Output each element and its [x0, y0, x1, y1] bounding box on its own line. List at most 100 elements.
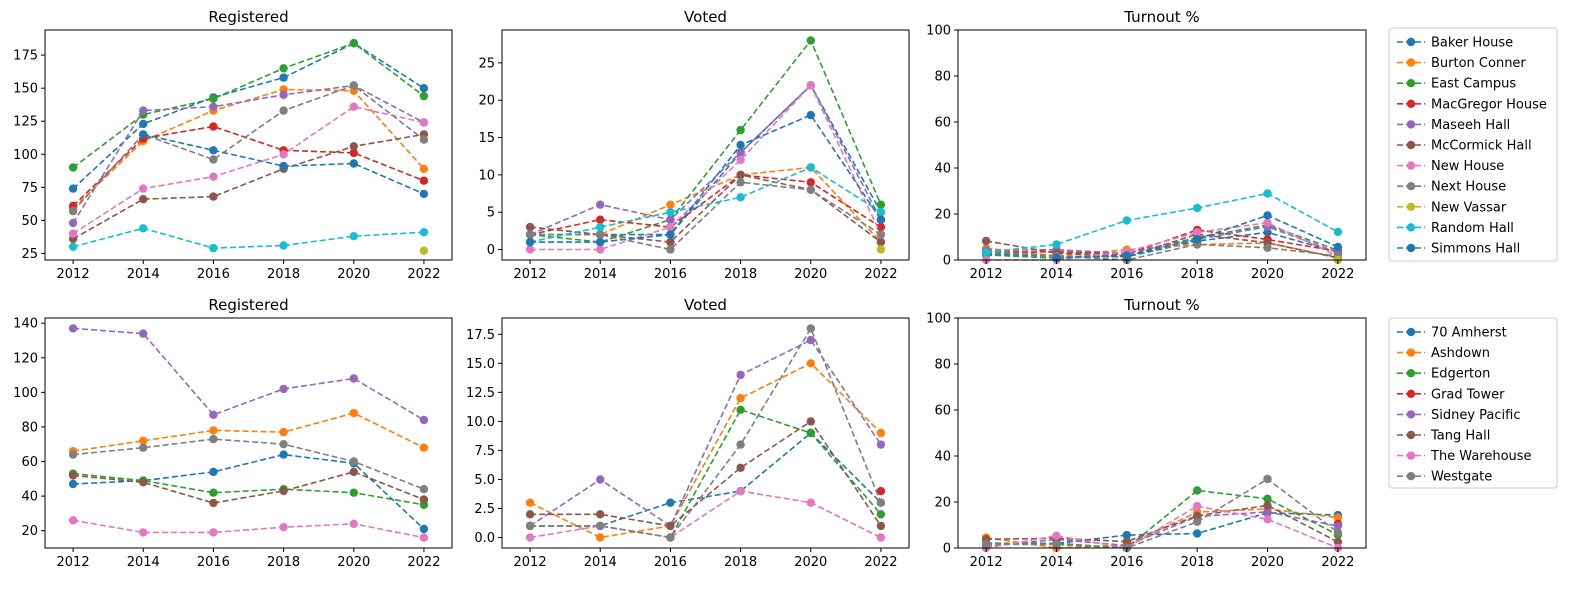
x-tick-label: 2018 [724, 555, 757, 570]
series-line [985, 505, 1339, 549]
series-line [986, 511, 1339, 548]
data-point [806, 185, 815, 194]
y-tick-label: 100 [926, 312, 951, 327]
data-point [1333, 528, 1343, 537]
data-point [806, 324, 815, 333]
data-point [736, 140, 745, 150]
data-point [1333, 242, 1343, 252]
legend-marker [1406, 161, 1416, 170]
legend-entry: 70 Amherst [1397, 326, 1507, 341]
data-point [1193, 501, 1202, 511]
data-point [68, 516, 78, 525]
data-point [806, 335, 815, 345]
y-tick-label: 0 [943, 254, 951, 269]
data-point [1333, 521, 1343, 531]
data-point [596, 533, 605, 542]
y-tick-label: 75 [21, 181, 38, 196]
series-westgate [68, 434, 429, 494]
legend-marker [1406, 37, 1416, 47]
series-line [72, 227, 424, 249]
x-tick-label: 2022 [407, 555, 440, 570]
data-point [139, 528, 148, 537]
series-line [530, 174, 882, 243]
legend-label: Simmons Hall [1431, 242, 1520, 257]
chart-title: Registered [208, 296, 288, 314]
y-tick-label: 2.5 [474, 502, 495, 517]
data-point [209, 467, 218, 477]
data-point [876, 510, 886, 519]
y-tick-label: 5.0 [474, 473, 495, 488]
data-point [419, 246, 429, 255]
series-line [530, 408, 882, 539]
series-line [72, 42, 425, 190]
data-point [419, 91, 429, 101]
data-point [139, 224, 148, 233]
y-tick-label: 80 [934, 70, 951, 85]
series-line [72, 133, 425, 240]
series-line [530, 166, 882, 243]
series-line [73, 327, 425, 421]
data-point [736, 170, 745, 180]
series-line [72, 519, 425, 539]
y-tick-label: 150 [13, 82, 38, 97]
chart-title: Voted [684, 296, 727, 314]
data-point [525, 245, 535, 254]
series-mccormick-hall [68, 130, 429, 244]
x-tick-label: 2016 [197, 267, 230, 282]
series-line [530, 38, 882, 243]
data-point [876, 521, 886, 531]
x-tick-label: 2012 [514, 267, 547, 282]
data-point [68, 324, 78, 333]
data-point [1333, 227, 1343, 237]
x-tick-label: 2012 [57, 555, 90, 570]
legend-entry: Westgate [1397, 470, 1492, 485]
data-point [1193, 511, 1202, 520]
series-westgate [525, 324, 886, 542]
data-point [806, 36, 815, 45]
legend-label: Baker House [1431, 36, 1513, 51]
data-point [68, 206, 78, 216]
data-point [209, 488, 218, 497]
data-point [349, 519, 358, 528]
y-tick-label: 20 [21, 524, 38, 539]
x-tick-label: 2012 [514, 555, 547, 570]
series-random-hall [68, 224, 429, 253]
data-point [419, 485, 429, 494]
series-new-vassar [876, 245, 886, 254]
series-line [986, 231, 1339, 258]
data-point [139, 106, 148, 115]
data-point [666, 533, 675, 542]
series-line [986, 224, 1339, 260]
chart-panel-6: Turnout % 2012 2014 2016 2018 2020 2022 0 20 40 60… [926, 296, 1367, 570]
series-line [73, 438, 425, 490]
legend-entry: East Campus [1397, 77, 1516, 92]
chart-title: Turnout % [1123, 296, 1199, 314]
x-tick-label: 2020 [1251, 555, 1284, 570]
data-point [1193, 235, 1202, 244]
x-tick-label: 2016 [197, 555, 230, 570]
legend-marker [1406, 451, 1416, 460]
series-line [73, 471, 425, 504]
data-point [736, 125, 745, 135]
data-point [981, 248, 991, 257]
data-point [68, 163, 78, 172]
legend-label: Burton Conner [1431, 56, 1526, 71]
legend-marker [1406, 410, 1416, 419]
x-tick-label: 2018 [724, 267, 757, 282]
data-point [806, 110, 815, 120]
x-tick-label: 2018 [267, 555, 300, 570]
series-70-amherst [68, 450, 429, 534]
data-point [139, 119, 148, 129]
x-tick-label: 2022 [864, 555, 897, 570]
data-point [666, 498, 675, 507]
legend-entry: Grad Tower [1397, 387, 1505, 402]
data-point [1122, 251, 1132, 260]
legend-graduate: 70 Amherst Ashdown Edgerton Grad Tower Sidne… [1388, 317, 1558, 489]
y-tick-label: 100 [926, 24, 951, 39]
data-point [209, 410, 218, 419]
legend-label: Edgerton [1431, 367, 1490, 382]
data-point [209, 243, 218, 253]
legend-label: East Campus [1431, 77, 1516, 92]
legend-entry: Next House [1397, 180, 1506, 195]
x-tick-label: 2016 [1110, 555, 1143, 570]
